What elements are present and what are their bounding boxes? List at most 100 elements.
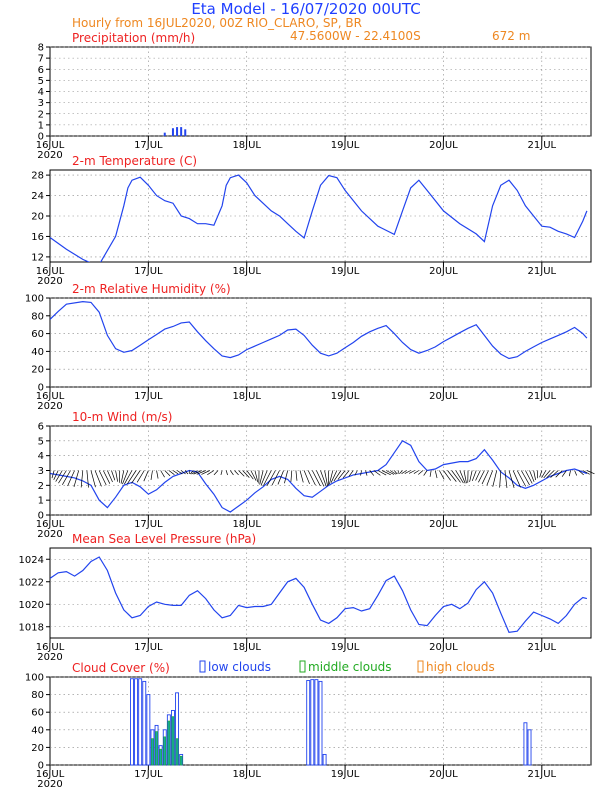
wind-vector <box>504 470 508 488</box>
pressure-xtick-label: 18JUL <box>232 642 261 653</box>
wind-vector <box>394 470 398 475</box>
wind-vector <box>164 470 171 477</box>
wind-vector <box>254 470 259 483</box>
wind-vector <box>404 470 411 474</box>
wind-vector <box>423 470 428 476</box>
temperature-ytick-label: 28 <box>31 171 44 182</box>
wind-vector <box>190 470 194 475</box>
humidity-ytick-label: 20 <box>31 365 44 376</box>
wind-xtick-label: 17JUL <box>134 519 163 530</box>
pressure-xtick-label: 21JUL <box>528 642 557 653</box>
wind-vector <box>555 470 563 478</box>
cloud-cover-year-label: 2020 <box>37 779 62 790</box>
header-coordinates: 47.5600W - 22.4100S <box>290 29 421 43</box>
cloud-cover-xtick-label: 16JUL <box>36 769 65 780</box>
wind-vector <box>574 470 578 476</box>
pressure-xtick-label: 19JUL <box>331 642 360 653</box>
wind-ytick-label: 2 <box>38 481 44 492</box>
wind-ytick-label: 0 <box>38 511 44 522</box>
pressure-ytick-label: 1022 <box>19 577 44 588</box>
wind-vector <box>455 470 464 484</box>
wind-vector <box>238 470 245 477</box>
cloud-cover-xtick-label: 18JUL <box>232 769 261 780</box>
temperature-xtick-label: 20JUL <box>429 266 458 277</box>
wind-vector <box>107 470 113 483</box>
wind-vector <box>381 470 391 476</box>
humidity-xtick-label: 21JUL <box>528 391 557 402</box>
cloud-bar-low <box>318 680 323 766</box>
pressure-frame <box>49 547 592 639</box>
legend-swatch-low <box>199 660 206 673</box>
pressure-year-label: 2020 <box>37 652 62 663</box>
wind-vector <box>80 470 84 488</box>
precipitation-xtick-label: 21JUL <box>528 140 557 151</box>
cloud-bar-low <box>142 680 147 766</box>
wind-vector <box>481 470 489 485</box>
cloud-cover-ytick-label: 100 <box>25 673 44 684</box>
wind-vector <box>389 470 397 475</box>
humidity-series-line <box>50 300 588 360</box>
wind-vector <box>213 470 219 476</box>
wind-vector <box>172 470 179 475</box>
legend-label-high: high clouds <box>426 660 495 674</box>
wind-vector <box>122 470 129 485</box>
temperature-ytick-label: 20 <box>31 212 44 223</box>
wind-vector <box>533 470 536 481</box>
temperature-title: 2-m Temperature (C) <box>72 154 197 168</box>
wind-vector <box>365 470 368 476</box>
wind-vector <box>578 470 584 476</box>
pressure-ytick-label: 1020 <box>19 600 44 611</box>
humidity-year-label: 2020 <box>37 401 62 412</box>
cloud-bar-middle <box>179 755 183 766</box>
pressure-series-line <box>50 556 588 634</box>
wind-vector <box>126 470 137 485</box>
wind-vector <box>220 470 223 476</box>
wind-vector <box>193 470 202 475</box>
precipitation-bar <box>184 129 187 136</box>
wind-ytick-label: 3 <box>38 466 44 477</box>
wind-vector <box>299 470 304 483</box>
humidity-xtick-label: 16JUL <box>36 391 65 402</box>
header-elevation: 672 m <box>492 29 530 43</box>
wind-vector <box>546 470 555 479</box>
wind-vector <box>439 470 445 480</box>
wind-vector <box>508 470 515 488</box>
wind-vector <box>447 470 457 482</box>
wind-vector <box>399 470 403 474</box>
cloud-bar-low <box>310 679 315 766</box>
wind-vector <box>55 470 63 482</box>
wind-ytick-label: 4 <box>38 451 44 462</box>
wind-vector <box>290 470 293 482</box>
legend-swatch-high <box>417 660 424 673</box>
precipitation-xtick-label: 18JUL <box>232 140 261 151</box>
pressure-xtick-label: 16JUL <box>36 642 65 653</box>
precipitation-ytick-label: 3 <box>38 98 44 109</box>
cloud-bar-middle <box>171 716 175 766</box>
wind-vector <box>73 470 80 488</box>
wind-vector <box>207 470 215 475</box>
cloud-cover-panel: 0 20 40 60 80 100 16JUL 17JUL 18JUL 19JUL 20JUL 21J… <box>25 660 592 790</box>
wind-vector <box>271 470 280 486</box>
wind-vector <box>98 470 107 486</box>
cloud-bar-middle <box>155 731 158 766</box>
wind-vector <box>342 470 350 479</box>
wind-vector <box>471 470 477 482</box>
wind-vector <box>311 470 321 487</box>
wind-vector <box>168 470 175 475</box>
humidity-ytick-label: 40 <box>31 347 44 358</box>
wind-vector <box>543 470 551 479</box>
wind-vector <box>184 470 189 475</box>
precipitation-bar <box>176 127 179 136</box>
precipitation-xtick-label: 17JUL <box>134 140 163 151</box>
wind-vector <box>475 470 481 481</box>
wind-vector <box>120 470 125 484</box>
wind-vector <box>451 470 461 483</box>
wind-vector <box>348 470 354 477</box>
wind-ytick-label: 6 <box>38 422 44 433</box>
wind-vector <box>246 470 254 480</box>
cloud-bar-low <box>322 753 327 766</box>
wind-vector <box>401 470 407 474</box>
cloud-cover-ytick-label: 60 <box>31 708 44 719</box>
wind-vector <box>277 470 284 485</box>
